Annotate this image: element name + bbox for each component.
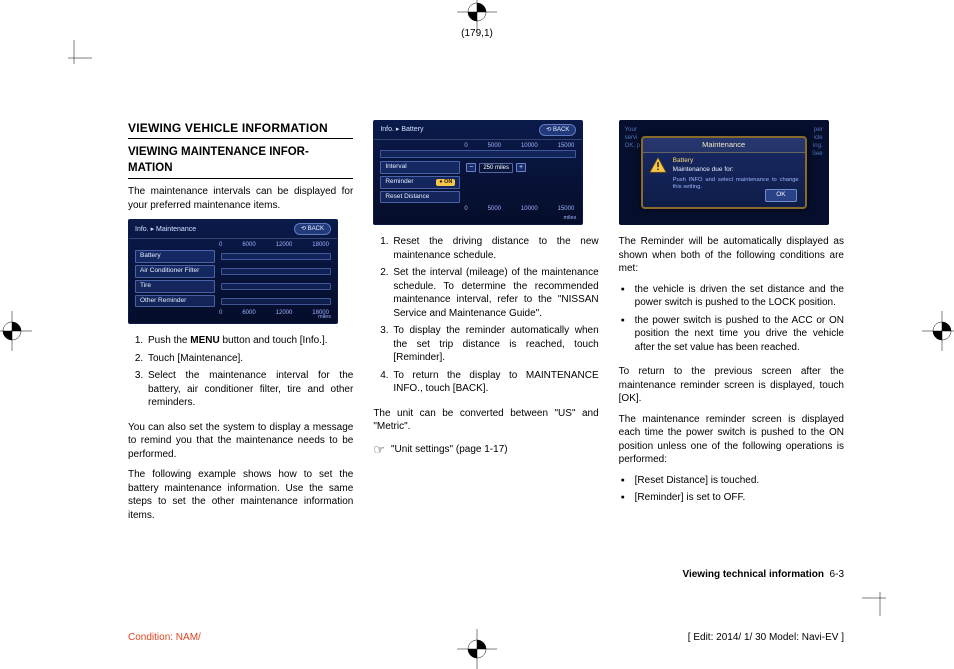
page-content: VIEWING VEHICLE INFORMATION VIEWING MAIN…	[128, 120, 844, 581]
bullet: the vehicle is driven the set distance a…	[619, 283, 844, 310]
col1-para1: You can also set the system to display a…	[128, 421, 353, 462]
popup-line1: Battery	[673, 157, 799, 166]
col3-para2: To return to the previous screen after t…	[619, 365, 844, 406]
bullet: [Reset Distance] is touched.	[619, 474, 844, 488]
crop-mark-left	[0, 311, 32, 351]
back-button[interactable]: ⟲ BACK	[294, 223, 331, 235]
list-item-battery[interactable]: Battery	[135, 250, 215, 263]
col1-steps: Push the MENU button and touch [Info.]. …	[128, 334, 353, 414]
scale-tick: 0	[464, 205, 467, 213]
xref-text: "Unit settings" (page 1-17)	[391, 443, 508, 457]
scale-tick: 15000	[558, 142, 575, 150]
breadcrumb: Info. ▸ Maintenance	[135, 225, 196, 234]
bullet: the power switch is pushed to the ACC or…	[619, 314, 844, 355]
heading-sub: VIEWING MAINTENANCE INFOR- MATION	[128, 145, 353, 179]
plus-icon[interactable]: +	[516, 163, 526, 172]
col3-para3: The maintenance reminder screen is displ…	[619, 413, 844, 467]
corner-mark-br	[862, 592, 886, 621]
step: To display the reminder automatically wh…	[391, 324, 598, 365]
corner-mark-tl	[68, 40, 92, 69]
minus-icon[interactable]: −	[466, 163, 476, 172]
crop-mark-right	[922, 311, 954, 351]
screenshot-battery-settings: Info. ▸ Battery ⟲ BACK 0 5000 10000 1500…	[373, 120, 583, 225]
scale-tick: 6000	[242, 241, 255, 249]
scale-tick: 18000	[312, 241, 329, 249]
list-item-ac-filter[interactable]: Air Conditioner Filter	[135, 265, 215, 278]
xref-icon: ☞	[373, 441, 385, 459]
footer-condition: Condition: NAM/	[128, 632, 201, 643]
crop-mark-top	[457, 0, 497, 32]
scale-tick: 10000	[521, 205, 538, 213]
popup-line2: Maintenance due for:	[673, 166, 799, 175]
scale-tick: 0	[219, 241, 222, 249]
col2-steps: Reset the driving distance to the new ma…	[373, 235, 598, 400]
list-item-tire[interactable]: Tire	[135, 280, 215, 293]
screenshot-maintenance-list: Info. ▸ Maintenance ⟲ BACK 0 6000 12000 …	[128, 219, 338, 324]
screenshot-reminder-popup: YourserviOK, p pericleing.See Maintenanc…	[619, 120, 829, 225]
footer-edit-info: [ Edit: 2014/ 1/ 30 Model: Navi-EV ]	[688, 632, 844, 643]
col3-para1: The Reminder will be automatically displ…	[619, 235, 844, 276]
back-button[interactable]: ⟲ BACK	[539, 124, 576, 136]
scale-tick: 5000	[488, 205, 501, 213]
scale-tick: 5000	[488, 142, 501, 150]
col3-bullets1: the vehicle is driven the set distance a…	[619, 283, 844, 359]
reminder-toggle[interactable]: Reminder ● ON	[380, 176, 460, 189]
scale-tick: 0	[464, 142, 467, 150]
col2-para1: The unit can be converted between "US" a…	[373, 407, 598, 434]
col3-bullets2: [Reset Distance] is touched. [Reminder] …	[619, 474, 844, 509]
on-indicator: ● ON	[436, 179, 455, 186]
ok-button[interactable]: OK	[765, 189, 796, 202]
reset-distance-button[interactable]: Reset Distance	[380, 191, 460, 204]
scale-tick: 12000	[276, 241, 293, 249]
scale-tick: 12000	[276, 309, 293, 317]
scale-tick: 0	[219, 309, 222, 317]
interval-value: 250 miles	[479, 163, 513, 173]
step: Reset the driving distance to the new ma…	[391, 235, 598, 262]
col1-intro: The maintenance intervals can be display…	[128, 185, 353, 212]
interval-stepper[interactable]: − 250 miles +	[466, 163, 526, 173]
breadcrumb: Info. ▸ Battery	[380, 125, 423, 134]
col1-para2: The following example shows how to set t…	[128, 468, 353, 522]
cross-reference: ☞ "Unit settings" (page 1-17)	[373, 441, 598, 459]
unit-label: miles	[318, 314, 331, 321]
step: Set the interval (mileage) of the mainte…	[391, 266, 598, 320]
page-footer-section: Viewing technical information 6-3	[682, 568, 844, 582]
step: To return the display to MAINTENANCE INF…	[391, 369, 598, 396]
column-1: VIEWING VEHICLE INFORMATION VIEWING MAIN…	[128, 120, 353, 581]
column-2: Info. ▸ Battery ⟲ BACK 0 5000 10000 1500…	[373, 120, 598, 581]
warning-icon	[649, 157, 667, 173]
step: Touch [Maintenance].	[146, 352, 353, 366]
list-item-other[interactable]: Other Reminder	[135, 295, 215, 308]
maintenance-popup: Maintenance Battery Maintenance due for:…	[641, 136, 807, 209]
scale-tick: 15000	[558, 205, 575, 213]
scale-tick: 10000	[521, 142, 538, 150]
bullet: [Reminder] is set to OFF.	[619, 491, 844, 505]
column-3: YourserviOK, p pericleing.See Maintenanc…	[619, 120, 844, 581]
step: Push the MENU button and touch [Info.].	[146, 334, 353, 348]
unit-label: miles	[563, 215, 576, 222]
step: Select the maintenance interval for the …	[146, 369, 353, 410]
interval-label: Interval	[380, 161, 460, 174]
scale-tick: 6000	[242, 309, 255, 317]
crop-mark-bottom	[457, 629, 497, 669]
popup-title: Maintenance	[643, 138, 805, 153]
heading-main: VIEWING VEHICLE INFORMATION	[128, 120, 353, 139]
